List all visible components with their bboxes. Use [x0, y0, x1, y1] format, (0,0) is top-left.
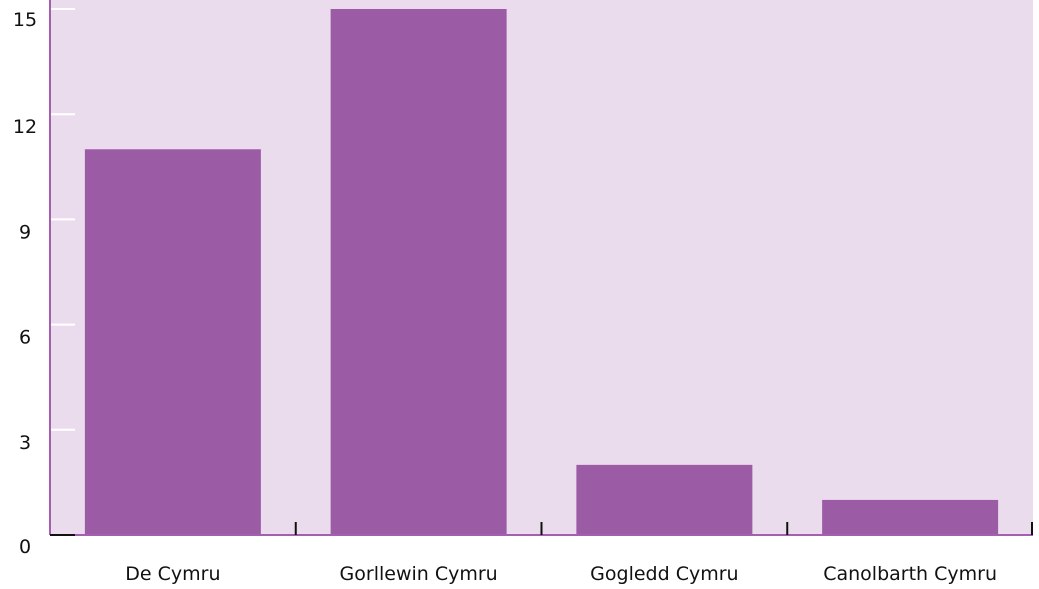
x-category-label: Gogledd Cymru: [590, 563, 738, 585]
x-axis-labels: De Cymru Gorllewin Cymru Gogledd Cymru Cano…: [125, 563, 997, 585]
y-tick-label: 6: [19, 327, 31, 349]
y-tick-label: 15: [13, 9, 37, 31]
x-axis-ticks: [50, 522, 1033, 536]
bar-canolbarth-cymru: [822, 499, 999, 535]
bar-gorllewin-cymru: [330, 9, 507, 535]
y-tick-label: 12: [13, 116, 37, 138]
y-tick-label: 9: [19, 221, 31, 243]
x-category-label: Gorllewin Cymru: [340, 563, 498, 585]
bar-de-cymru: [84, 149, 261, 535]
y-axis-ticks: 0 3 6 9 12 15: [13, 8, 75, 558]
bar-gogledd-cymru: [576, 464, 753, 535]
bars: [84, 9, 999, 535]
x-category-label: Canolbarth Cymru: [823, 563, 997, 585]
y-tick-label: 0: [19, 536, 31, 558]
y-tick-label: 3: [19, 432, 31, 454]
x-category-label: De Cymru: [125, 563, 220, 585]
